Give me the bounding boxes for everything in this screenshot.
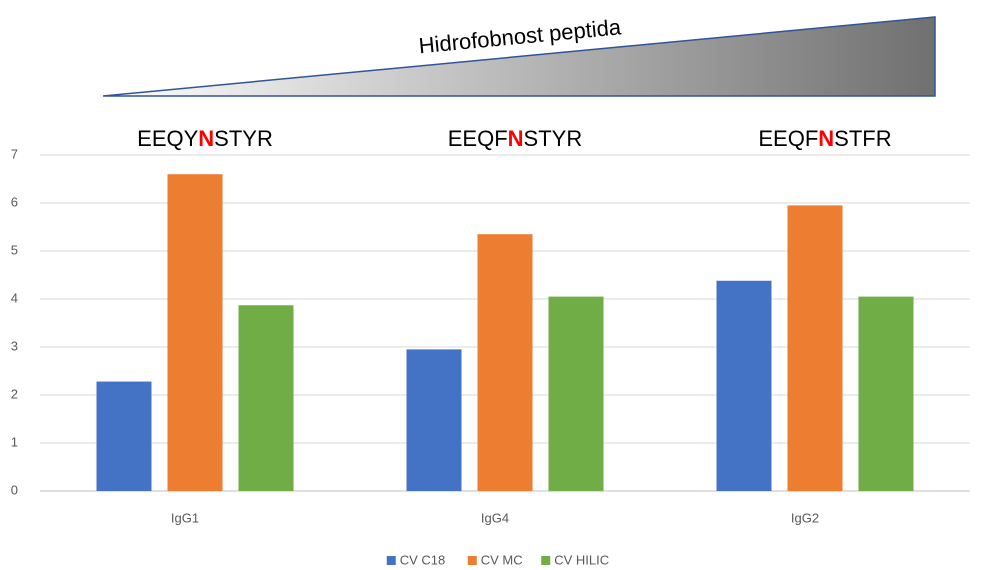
y-tick-label: 6 [11, 194, 18, 209]
x-tick-label: IgG2 [791, 510, 819, 525]
bar [406, 349, 462, 491]
peptide-part: STFR [834, 126, 891, 151]
y-tick-label: 3 [11, 338, 18, 353]
peptide-part: STYR [524, 126, 583, 151]
peptide-label: EEQFNSTYR [448, 126, 582, 151]
peptide-label: EEQFNSTFR [758, 126, 891, 151]
bar [548, 296, 604, 491]
legend-label: CV MC [481, 552, 523, 567]
legend-label: CV C18 [400, 552, 446, 567]
bar [96, 381, 152, 491]
bar [238, 305, 294, 491]
bar [167, 174, 223, 491]
peptide-label: EEQYNSTYR [137, 126, 273, 151]
legend-swatch [541, 556, 551, 565]
y-tick-label: 7 [11, 146, 18, 161]
y-tick-label: 4 [11, 290, 18, 305]
peptide-part: EEQF [448, 126, 508, 151]
bar [477, 234, 533, 491]
x-tick-label: IgG4 [481, 510, 509, 525]
y-tick-label: 0 [11, 482, 18, 497]
glycosite: N [508, 126, 524, 151]
peptide-part: STYR [214, 126, 273, 151]
bar [716, 280, 772, 491]
x-tick-label: IgG1 [171, 510, 199, 525]
legend-label: CV HILIC [554, 552, 609, 567]
legend-swatch [467, 556, 477, 565]
glycosite: N [818, 126, 834, 151]
y-tick-label: 1 [11, 434, 18, 449]
bar [858, 296, 914, 491]
peptide-part: EEQY [137, 126, 198, 151]
legend-swatch [386, 556, 396, 565]
y-tick-label: 5 [11, 242, 18, 257]
peptide-part: EEQF [758, 126, 818, 151]
bar [787, 205, 843, 491]
y-tick-label: 2 [11, 386, 18, 401]
glycosite: N [198, 126, 214, 151]
hydrophobicity-wedge [102, 16, 936, 97]
